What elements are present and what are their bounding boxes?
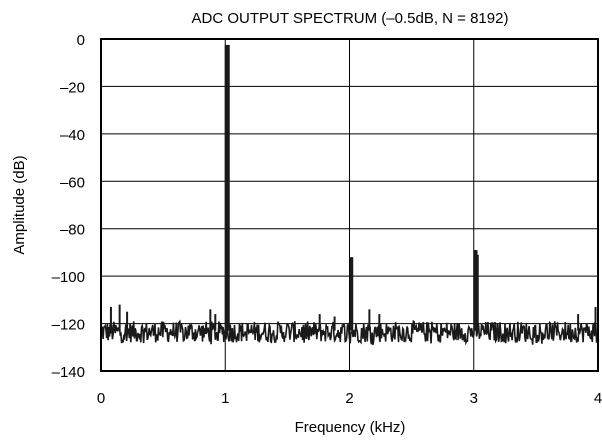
spectrum-peak-shoulder (476, 254, 479, 331)
y-tick-label: –60 (60, 174, 85, 191)
y-tick-label: –120 (52, 317, 85, 334)
y-tick-label: –20 (60, 79, 85, 96)
y-tick-label: –40 (60, 127, 85, 144)
x-tick-label: 0 (97, 390, 105, 407)
spectrum-series (100, 44, 599, 346)
spectrum-peak (224, 44, 230, 331)
noise-floor-trace (100, 319, 599, 346)
y-axis-ticks: 0 –20 –40 –60 –80 –100 –120 –140 (52, 32, 85, 381)
x-axis-ticks: 0 1 2 3 4 (97, 390, 602, 407)
y-axis-label: Amplitude (dB) (11, 155, 28, 254)
chart-title: ADC OUTPUT SPECTRUM (–0.5dB, N = 8192) (192, 10, 509, 27)
y-tick-label: 0 (77, 32, 85, 49)
y-tick-label: –100 (52, 269, 85, 286)
x-tick-label: 1 (221, 390, 229, 407)
grid-lines (101, 39, 598, 371)
y-tick-label: –140 (52, 364, 85, 381)
spectrum-peak (474, 250, 478, 331)
x-tick-label: 4 (594, 390, 602, 407)
x-tick-label: 2 (345, 390, 353, 407)
x-tick-label: 3 (470, 390, 478, 407)
y-tick-label: –80 (60, 222, 85, 239)
spectrum-peak (349, 257, 354, 331)
x-axis-label: Frequency (kHz) (295, 419, 406, 436)
plot-frame (100, 38, 599, 372)
